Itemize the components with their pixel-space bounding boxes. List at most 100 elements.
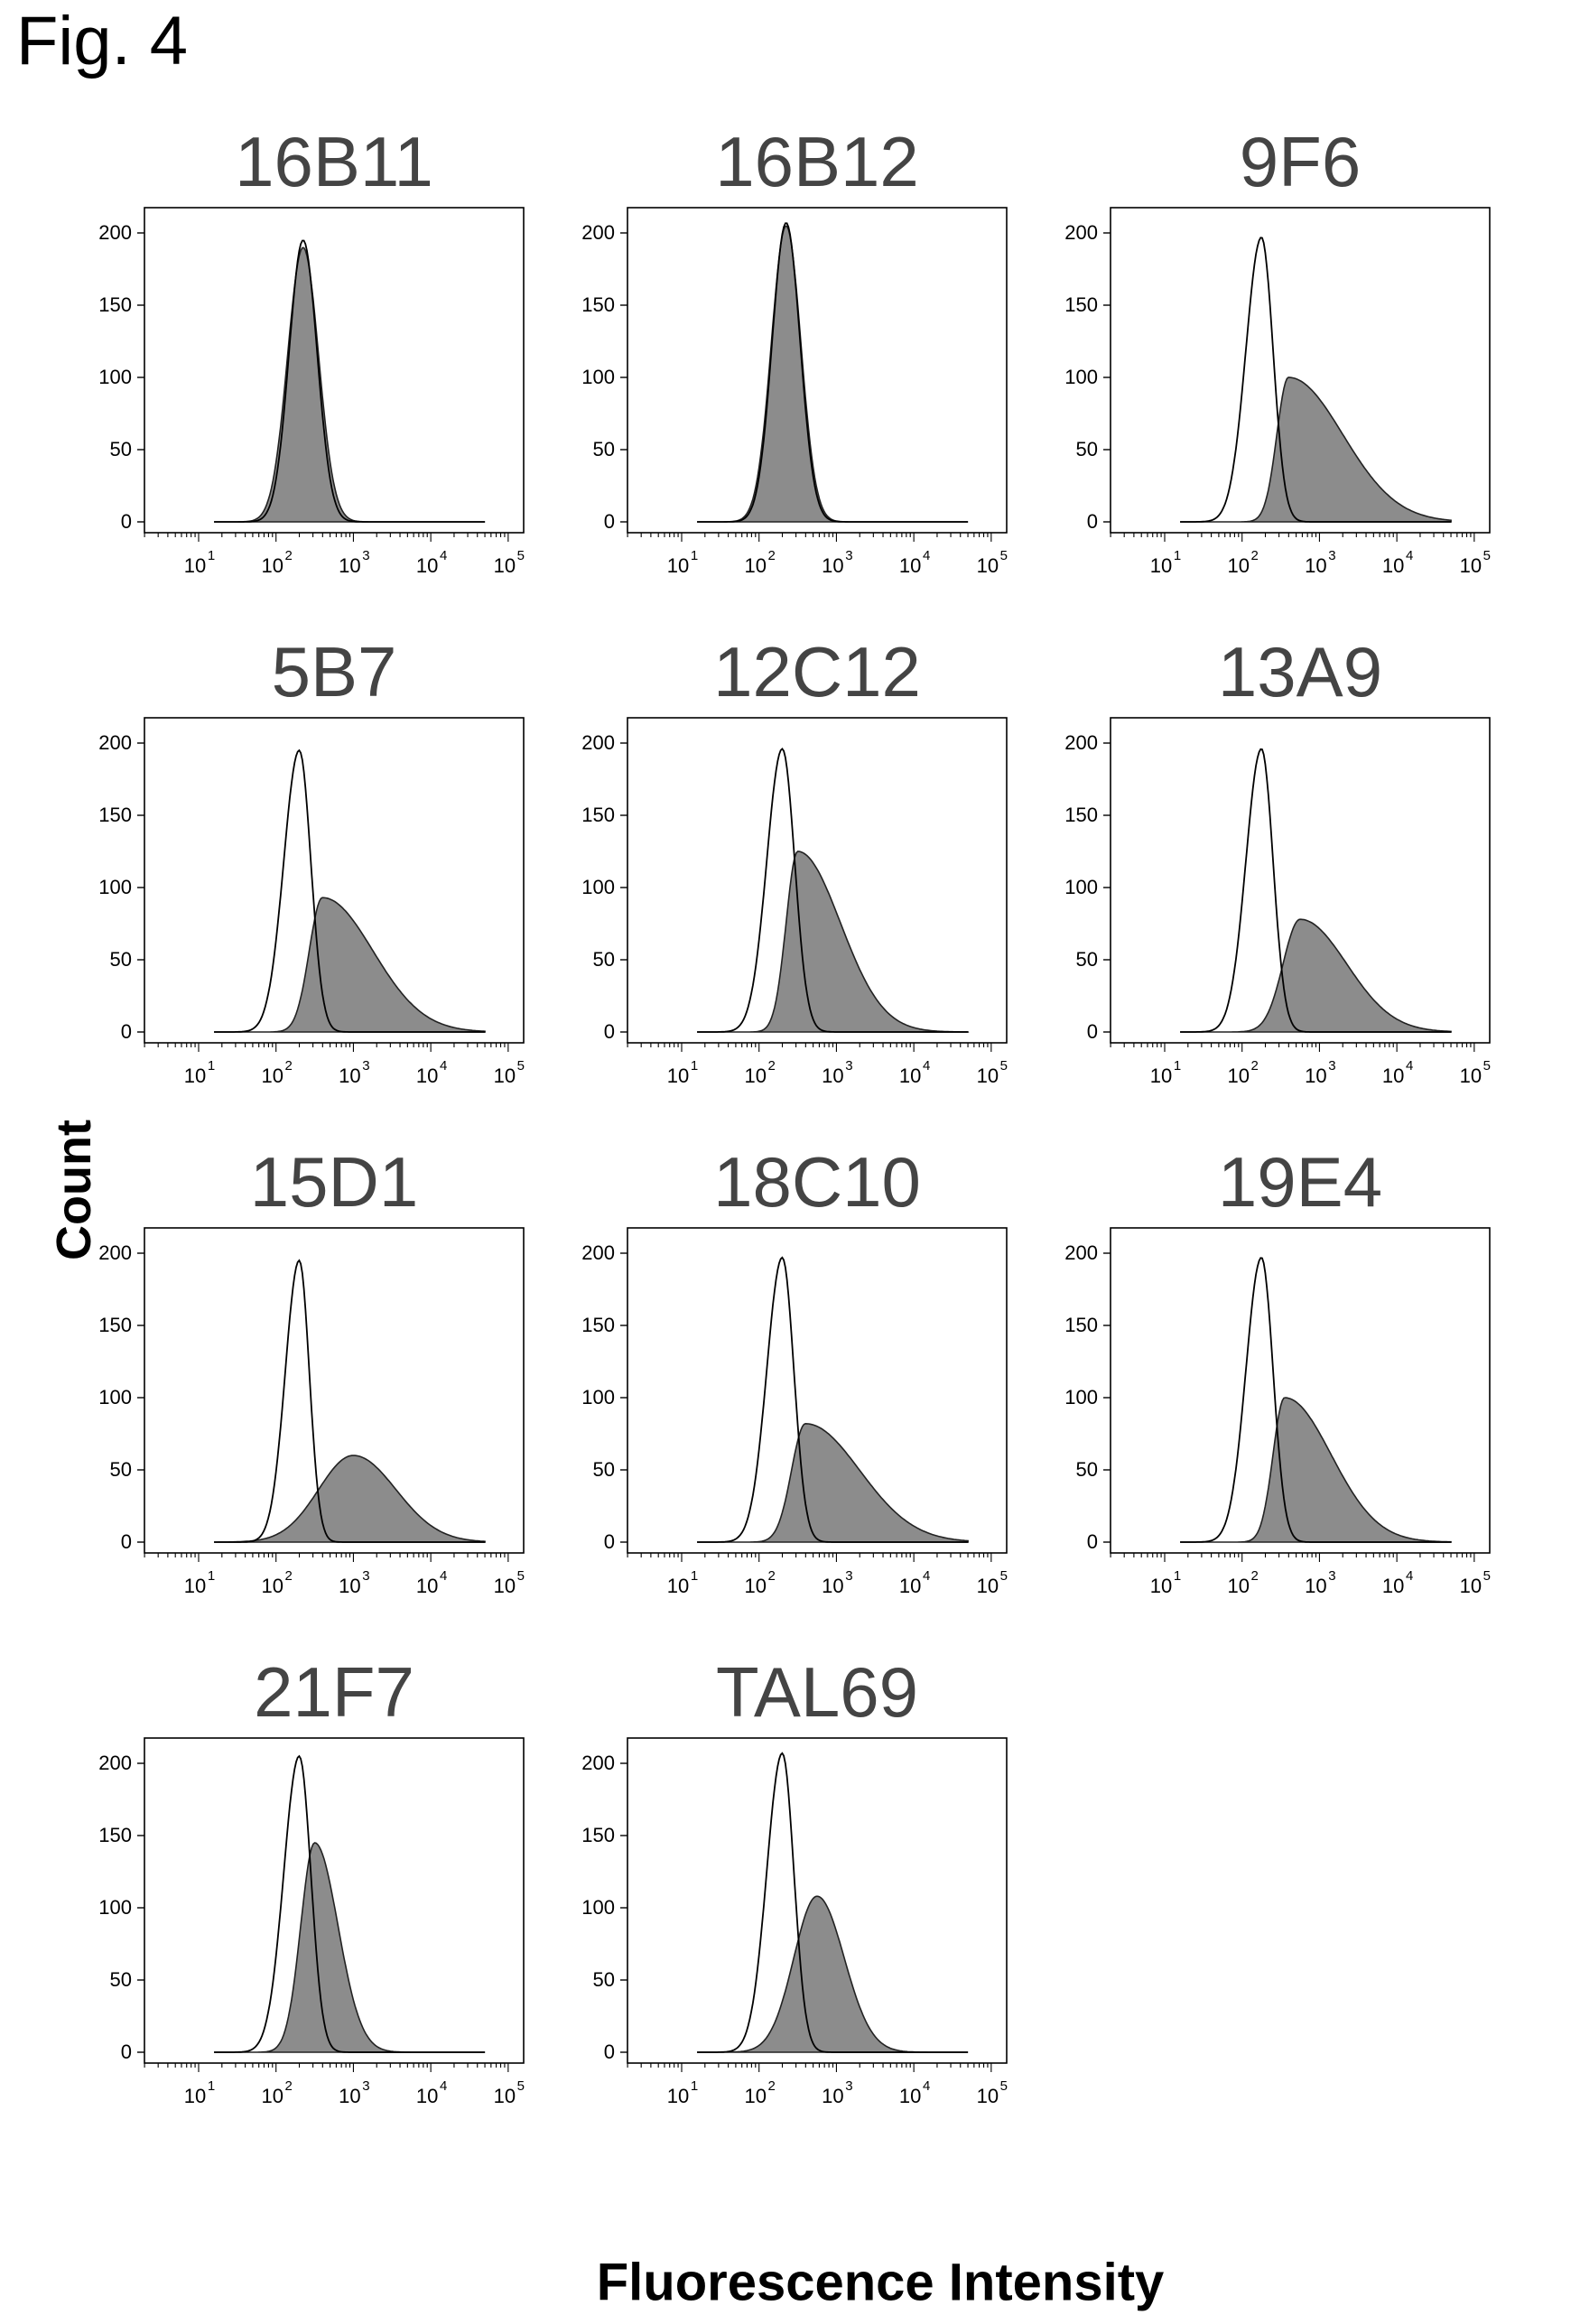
x-tick-exponent: 2 [768,1568,776,1584]
y-tick-label: 50 [110,1968,132,1991]
x-tick-exponent: 1 [208,2078,215,2094]
x-tick-base: 10 [744,1064,766,1087]
x-tick-base: 10 [184,2085,206,2107]
x-tick-exponent: 1 [691,2078,698,2094]
panel-title: 18C10 [713,1142,921,1222]
x-tick-exponent: 3 [362,1568,369,1584]
y-tick-label: 50 [1076,438,1098,460]
x-tick-exponent: 4 [440,1058,447,1074]
control-histogram [214,748,486,1033]
x-tick-base: 10 [1382,554,1404,577]
y-tick-label: 150 [98,293,132,316]
x-tick-base: 10 [1227,554,1249,577]
x-tick-base: 10 [667,1575,689,1597]
x-tick-exponent: 5 [1000,2078,1008,2094]
sample-histogram [1180,376,1452,523]
x-tick-exponent: 1 [691,548,698,563]
y-tick-label: 150 [581,804,615,826]
x-tick-exponent: 5 [1483,1568,1491,1584]
y-tick-label: 100 [98,876,132,898]
y-tick-label: 0 [604,2040,615,2063]
sample-histogram [697,225,969,523]
x-tick-base: 10 [1305,1575,1326,1597]
x-tick-base: 10 [1460,1064,1482,1087]
x-tick-base: 10 [1382,1064,1404,1087]
x-tick-exponent: 5 [1000,1058,1008,1074]
y-tick-label: 150 [1064,293,1098,316]
y-tick-label: 150 [1064,804,1098,826]
sample-histogram [214,897,486,1033]
x-tick-exponent: 3 [1328,1058,1335,1074]
x-tick-base: 10 [339,1575,360,1597]
plot-frame [627,1737,1008,2064]
panel-title: 12C12 [713,632,921,711]
x-tick-base: 10 [822,554,843,577]
y-tick-label: 50 [1076,948,1098,971]
plot-frame [627,717,1008,1044]
x-tick-exponent: 1 [208,1568,215,1584]
y-tick-label: 200 [581,1752,615,1774]
panel-title: 13A9 [1217,632,1383,711]
plot-frame [627,207,1008,534]
x-tick-base: 10 [977,2085,999,2107]
x-tick-base: 10 [416,2085,438,2107]
control-histogram [697,748,969,1033]
figure-label: Fig. 4 [16,3,189,79]
x-tick-exponent: 3 [845,2078,852,2094]
x-tick-base: 10 [1227,1064,1249,1087]
x-tick-base: 10 [744,2085,766,2107]
x-tick-base: 10 [261,1575,283,1597]
x-tick-base: 10 [1150,554,1172,577]
x-tick-base: 10 [494,1064,516,1087]
y-tick-label: 50 [593,948,615,971]
y-tick-label: 0 [1087,1020,1098,1043]
plot-frame [1110,207,1491,534]
x-tick-base: 10 [744,554,766,577]
x-tick-exponent: 5 [1483,1058,1491,1074]
histogram-panel: 12C12 0 50 100 150 200 10 1 10 2 10 3 10 4 10 5 [573,637,1043,1151]
histogram-panel: 16B12 0 50 100 150 200 10 1 10 2 10 3 10 4 10 5 [573,126,1043,641]
x-tick-exponent: 3 [845,1058,852,1074]
y-tick-label: 50 [1076,1458,1098,1481]
x-tick-base: 10 [494,2085,516,2107]
y-tick-label: 0 [604,510,615,533]
x-tick-base: 10 [339,554,360,577]
x-tick-base: 10 [416,554,438,577]
x-tick-exponent: 3 [1328,548,1335,563]
x-tick-base: 10 [822,2085,843,2107]
x-tick-exponent: 2 [1251,548,1259,563]
y-tick-label: 100 [1064,366,1098,388]
y-tick-label: 200 [98,1752,132,1774]
y-tick-label: 100 [581,366,615,388]
x-tick-exponent: 2 [768,548,776,563]
x-tick-base: 10 [184,554,206,577]
x-tick-exponent: 4 [1406,548,1413,563]
panel-title: 16B12 [715,122,919,201]
y-tick-label: 200 [98,221,132,244]
x-tick-base: 10 [899,1575,921,1597]
y-tick-label: 200 [581,1241,615,1264]
x-tick-base: 10 [977,554,999,577]
panel-title: 16B11 [235,122,433,201]
x-tick-base: 10 [1227,1575,1249,1597]
plot-frame [1110,717,1491,1044]
panel-title: 9F6 [1239,122,1362,201]
y-tick-label: 100 [98,1386,132,1408]
x-tick-base: 10 [1305,554,1326,577]
y-tick-label: 200 [581,221,615,244]
control-histogram [1180,1257,1452,1543]
histogram-panel: 21F7 0 50 100 150 200 10 1 10 2 10 3 10 4 10 5 [90,1657,560,2171]
x-tick-base: 10 [667,1064,689,1087]
x-tick-base: 10 [261,1064,283,1087]
y-tick-label: 200 [1064,1241,1098,1264]
x-tick-exponent: 2 [768,2078,776,2094]
x-tick-base: 10 [1305,1064,1326,1087]
x-tick-exponent: 1 [1174,1568,1181,1584]
y-tick-label: 50 [593,1458,615,1481]
x-tick-exponent: 2 [285,1058,293,1074]
